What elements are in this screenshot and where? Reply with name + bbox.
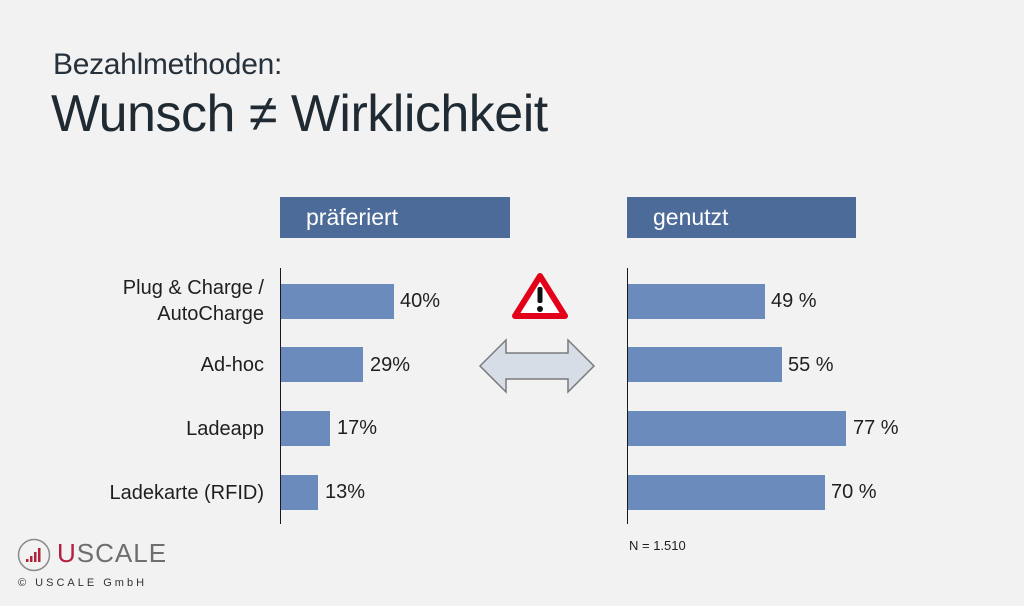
- bar-used-ladekarte: [628, 475, 825, 510]
- category-label-ad-hoc: Ad-hoc: [200, 354, 264, 376]
- value-preferred-ad-hoc: 29%: [370, 354, 411, 376]
- category-label-line: AutoCharge: [157, 303, 264, 325]
- category-label-ladekarte: Ladekarte (RFID): [109, 482, 265, 504]
- bar-preferred-ad-hoc: [281, 347, 363, 382]
- category-label-plug-charge: Plug & Charge / AutoCharge: [123, 275, 264, 327]
- left-chart-axis: [280, 268, 281, 524]
- right-chart-axis: [627, 268, 628, 524]
- bar-used-plug-charge: [628, 284, 765, 319]
- logo-letter-u: U: [57, 538, 77, 568]
- warning-triangle-icon: [512, 272, 568, 320]
- value-used-ladeapp: 77 %: [853, 417, 899, 439]
- panel-header-preferred: präferiert: [280, 197, 510, 238]
- copyright-text: © USCALE GmbH: [18, 577, 148, 589]
- value-used-ad-hoc: 55 %: [788, 354, 834, 376]
- bar-preferred-ladeapp: [281, 411, 330, 446]
- bar-preferred-ladekarte: [281, 475, 318, 510]
- value-used-plug-charge: 49 %: [771, 290, 817, 312]
- value-preferred-ladeapp: 17%: [337, 417, 378, 439]
- value-used-ladekarte: 70 %: [831, 481, 877, 503]
- double-arrow-icon: [478, 338, 596, 394]
- logo-letters-rest: SCALE: [76, 538, 168, 568]
- bar-used-ad-hoc: [628, 347, 782, 382]
- panel-header-used: genutzt: [627, 197, 856, 238]
- category-label-ladeapp: Ladeapp: [186, 418, 264, 440]
- uscale-logo-text: USCALE: [57, 538, 167, 569]
- uscale-logo-icon: [17, 538, 51, 572]
- bar-used-ladeapp: [628, 411, 846, 446]
- value-preferred-plug-charge: 40%: [400, 290, 441, 312]
- page-title: Wunsch ≠ Wirklichkeit: [51, 85, 548, 143]
- page-subtitle: Bezahlmethoden:: [53, 48, 282, 81]
- sample-size-note: N = 1.510: [629, 538, 686, 553]
- bar-preferred-plug-charge: [281, 284, 394, 319]
- category-label-line: Plug & Charge /: [122, 277, 264, 299]
- value-preferred-ladekarte: 13%: [325, 481, 366, 503]
